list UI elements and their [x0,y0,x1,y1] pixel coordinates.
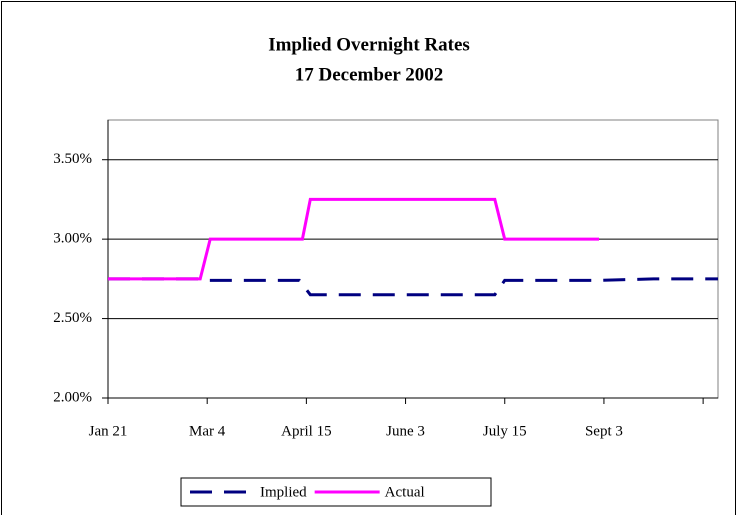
x-tick-label: Mar 4 [189,423,226,439]
series-line [108,197,599,281]
chart-subtitle: 17 December 2002 [295,64,443,85]
x-tick-label: July 15 [483,423,527,439]
x-tick-label: Sept 3 [585,423,623,439]
y-tick-label: 3.00% [53,231,92,247]
legend-label: Actual [385,484,425,500]
chart-title: Implied Overnight Rates [268,34,470,55]
x-tick-label: June 3 [386,423,425,439]
x-tick-label: April 15 [281,423,331,439]
y-tick-label: 2.00% [53,389,92,405]
y-tick-label: 2.50% [53,310,92,326]
y-tick-label: 3.50% [53,151,92,167]
legend-label: Implied [260,484,307,500]
x-tick-label: Jan 21 [89,423,128,439]
